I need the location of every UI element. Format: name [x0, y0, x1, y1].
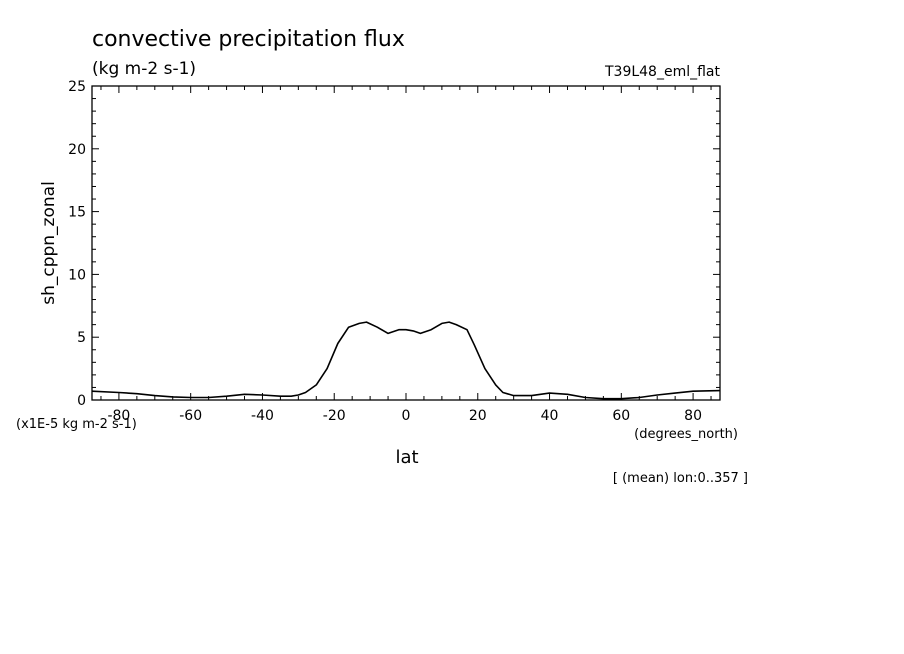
y-tick-label: 15 — [68, 205, 86, 221]
y-tick-label: 0 — [77, 393, 86, 409]
x-tick-label: -60 — [179, 408, 202, 424]
x-tick-label: 60 — [612, 408, 630, 424]
chart-units-label: (kg m-2 s-1) — [92, 59, 196, 79]
x-tick-label: 0 — [402, 408, 411, 424]
y-axis-label: sh_cppn_zonal — [39, 181, 59, 305]
x-tick-labels: -80 -60 -40 -20 0 20 40 60 80 — [107, 408, 702, 424]
y-tick-labels: 0 5 10 15 20 25 — [68, 79, 86, 409]
x-axis-label: lat — [395, 447, 418, 468]
x-tick-label: 80 — [684, 408, 702, 424]
x-tick-label: -80 — [107, 408, 130, 424]
series-line — [91, 321, 721, 400]
footnote: [ (mean) lon:0..357 ] — [613, 471, 748, 486]
y-tick-label: 10 — [68, 267, 86, 283]
chart-title: convective precipitation flux — [92, 27, 405, 52]
plot-border — [91, 85, 721, 401]
series-layer — [91, 321, 721, 400]
x-tick-label: -20 — [323, 408, 346, 424]
axis-ticks — [92, 85, 720, 401]
plot-frame — [91, 85, 721, 401]
run-label: T39L48_eml_flat — [604, 64, 721, 80]
y-tick-label: 20 — [68, 142, 86, 158]
y-tick-label: 5 — [77, 330, 86, 346]
x-axis-units: (degrees_north) — [634, 427, 738, 442]
x-tick-label: 40 — [541, 408, 559, 424]
y-tick-label: 25 — [68, 79, 86, 95]
y-scale-note: (x1E-5 kg m-2 s-1) — [16, 417, 137, 432]
x-tick-label: 20 — [469, 408, 487, 424]
x-tick-label: -40 — [251, 408, 274, 424]
